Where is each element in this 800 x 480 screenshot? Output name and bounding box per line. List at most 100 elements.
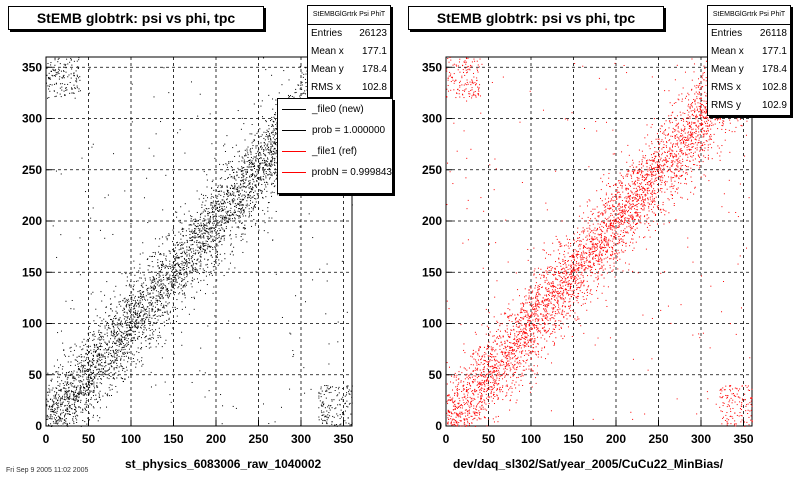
- data-point: [62, 76, 64, 78]
- data-point: [166, 312, 168, 314]
- data-point: [146, 308, 148, 310]
- data-point: [114, 343, 116, 345]
- y-tick-label: 200: [22, 214, 42, 228]
- data-point: [66, 391, 68, 393]
- data-point: [125, 345, 127, 347]
- data-point: [160, 263, 162, 265]
- data-point: [115, 372, 117, 374]
- data-point: [238, 191, 240, 193]
- data-point: [130, 373, 132, 375]
- data-point: [346, 385, 348, 387]
- data-point: [72, 354, 74, 356]
- data-point: [234, 185, 236, 187]
- data-point: [129, 310, 131, 312]
- data-point: [77, 393, 79, 395]
- data-point: [239, 215, 241, 217]
- data-point: [459, 400, 461, 402]
- data-point: [163, 307, 165, 309]
- data-point: [137, 327, 139, 329]
- data-point: [126, 304, 128, 306]
- data-point: [126, 319, 128, 321]
- data-point: [80, 380, 82, 382]
- data-point: [97, 372, 99, 374]
- data-point: [170, 401, 172, 403]
- data-point: [109, 328, 111, 330]
- data-point: [70, 361, 72, 363]
- data-point: [523, 361, 525, 363]
- data-point: [243, 123, 245, 125]
- data-point: [100, 365, 102, 367]
- data-point: [85, 373, 87, 375]
- data-point: [305, 93, 307, 95]
- data-point: [297, 84, 299, 86]
- data-point: [197, 225, 199, 227]
- data-point: [61, 77, 63, 79]
- data-point: [153, 96, 155, 98]
- data-point: [253, 194, 255, 196]
- data-point: [243, 178, 245, 180]
- data-point: [271, 160, 273, 162]
- data-point: [242, 185, 244, 187]
- data-point: [114, 338, 116, 340]
- data-point: [153, 279, 155, 281]
- data-point: [186, 239, 188, 241]
- data-point: [223, 201, 225, 203]
- data-point: [238, 208, 240, 210]
- data-point: [269, 165, 271, 167]
- data-point: [80, 354, 82, 356]
- data-point: [143, 307, 145, 309]
- data-point: [273, 135, 275, 137]
- data-point: [93, 383, 95, 385]
- data-point: [138, 352, 140, 354]
- data-point: [210, 226, 212, 228]
- data-point: [161, 295, 163, 297]
- data-point: [250, 197, 252, 199]
- data-point: [275, 178, 277, 180]
- data-point: [143, 308, 145, 310]
- data-point: [161, 357, 163, 359]
- data-point: [625, 242, 627, 244]
- data-point: [292, 350, 294, 352]
- data-point: [140, 360, 142, 362]
- data-point: [56, 391, 58, 393]
- data-point: [338, 386, 340, 388]
- data-point: [149, 324, 151, 326]
- data-point: [46, 416, 48, 418]
- data-point: [113, 331, 115, 333]
- data-point: [211, 209, 213, 211]
- data-point: [328, 343, 330, 345]
- x-tick-label: 50: [82, 432, 96, 446]
- data-point: [230, 244, 232, 246]
- data-point: [139, 290, 141, 292]
- data-point: [337, 321, 339, 323]
- data-point: [318, 393, 320, 395]
- data-point: [203, 248, 205, 250]
- data-point: [252, 178, 254, 180]
- data-point: [141, 318, 143, 320]
- data-point: [153, 278, 155, 280]
- data-point: [304, 78, 306, 80]
- data-point: [61, 417, 63, 419]
- data-point: [65, 392, 67, 394]
- data-point: [203, 224, 205, 226]
- data-point: [97, 347, 99, 349]
- data-point: [140, 293, 142, 295]
- data-point: [191, 277, 193, 279]
- data-point: [59, 93, 61, 95]
- data-point: [199, 219, 201, 221]
- data-point: [270, 154, 272, 156]
- data-point: [233, 212, 235, 214]
- data-point: [221, 206, 223, 208]
- data-point: [211, 187, 213, 189]
- data-point: [132, 318, 134, 320]
- data-point: [168, 265, 170, 267]
- data-point: [135, 301, 137, 303]
- data-point: [57, 405, 59, 407]
- data-point: [209, 212, 211, 214]
- data-point: [63, 90, 65, 92]
- data-point: [343, 414, 345, 416]
- data-point: [207, 237, 209, 239]
- data-point: [200, 222, 202, 224]
- data-point: [95, 394, 97, 396]
- data-point: [108, 353, 110, 355]
